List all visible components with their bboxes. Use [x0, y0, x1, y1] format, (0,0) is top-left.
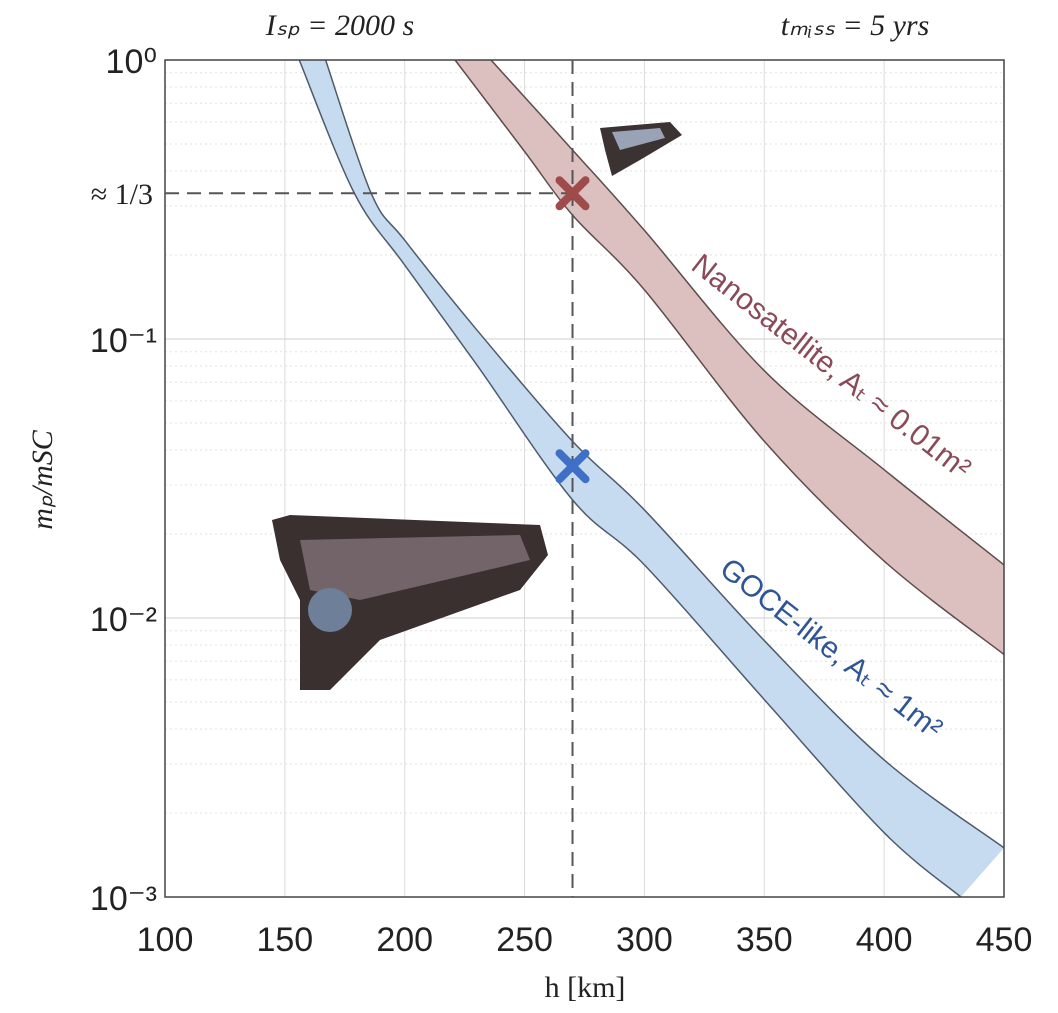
x-tick-label: 450: [976, 921, 1033, 959]
x-tick-label: 150: [256, 921, 313, 959]
x-tick-label: 250: [496, 921, 553, 959]
x-axis-label: h [km]: [545, 971, 626, 1004]
marker-cross: [555, 449, 590, 484]
band-edge: [324, 60, 1004, 849]
reference-label: ≈ 1/3: [91, 178, 153, 211]
x-tick-label: 400: [856, 921, 913, 959]
title-left: Iₛₚ = 2000 s: [265, 9, 414, 42]
marker: [555, 449, 590, 484]
y-tick-label: 10⁻³: [90, 880, 157, 918]
x-tick-label: 300: [616, 921, 673, 959]
goce-illustration: [272, 515, 548, 690]
x-tick-label: 200: [376, 921, 433, 959]
nanosat-illustration: [600, 122, 682, 176]
x-tick-label: 100: [137, 921, 194, 959]
y-tick-label: 10⁻²: [90, 601, 157, 639]
band-edge: [490, 60, 1004, 566]
y-axis-label: mₚ/mSC: [26, 429, 59, 530]
plot-frame: [164, 59, 1005, 898]
marker-cross: [555, 176, 590, 211]
y-tick-label: 10⁰: [106, 43, 157, 81]
satellite-panel: [300, 535, 530, 600]
x-tick-label: 350: [736, 921, 793, 959]
title-right: tₘᵢₛₛ = 5 yrs: [781, 9, 930, 42]
band-fill: [455, 60, 1004, 655]
y-tick-label: 10⁻¹: [90, 322, 157, 360]
band-fill: [299, 60, 1004, 897]
satellite-panel: [612, 128, 665, 150]
band-edge: [454, 60, 1004, 656]
satellite-thruster: [308, 588, 352, 632]
marker: [555, 176, 590, 211]
